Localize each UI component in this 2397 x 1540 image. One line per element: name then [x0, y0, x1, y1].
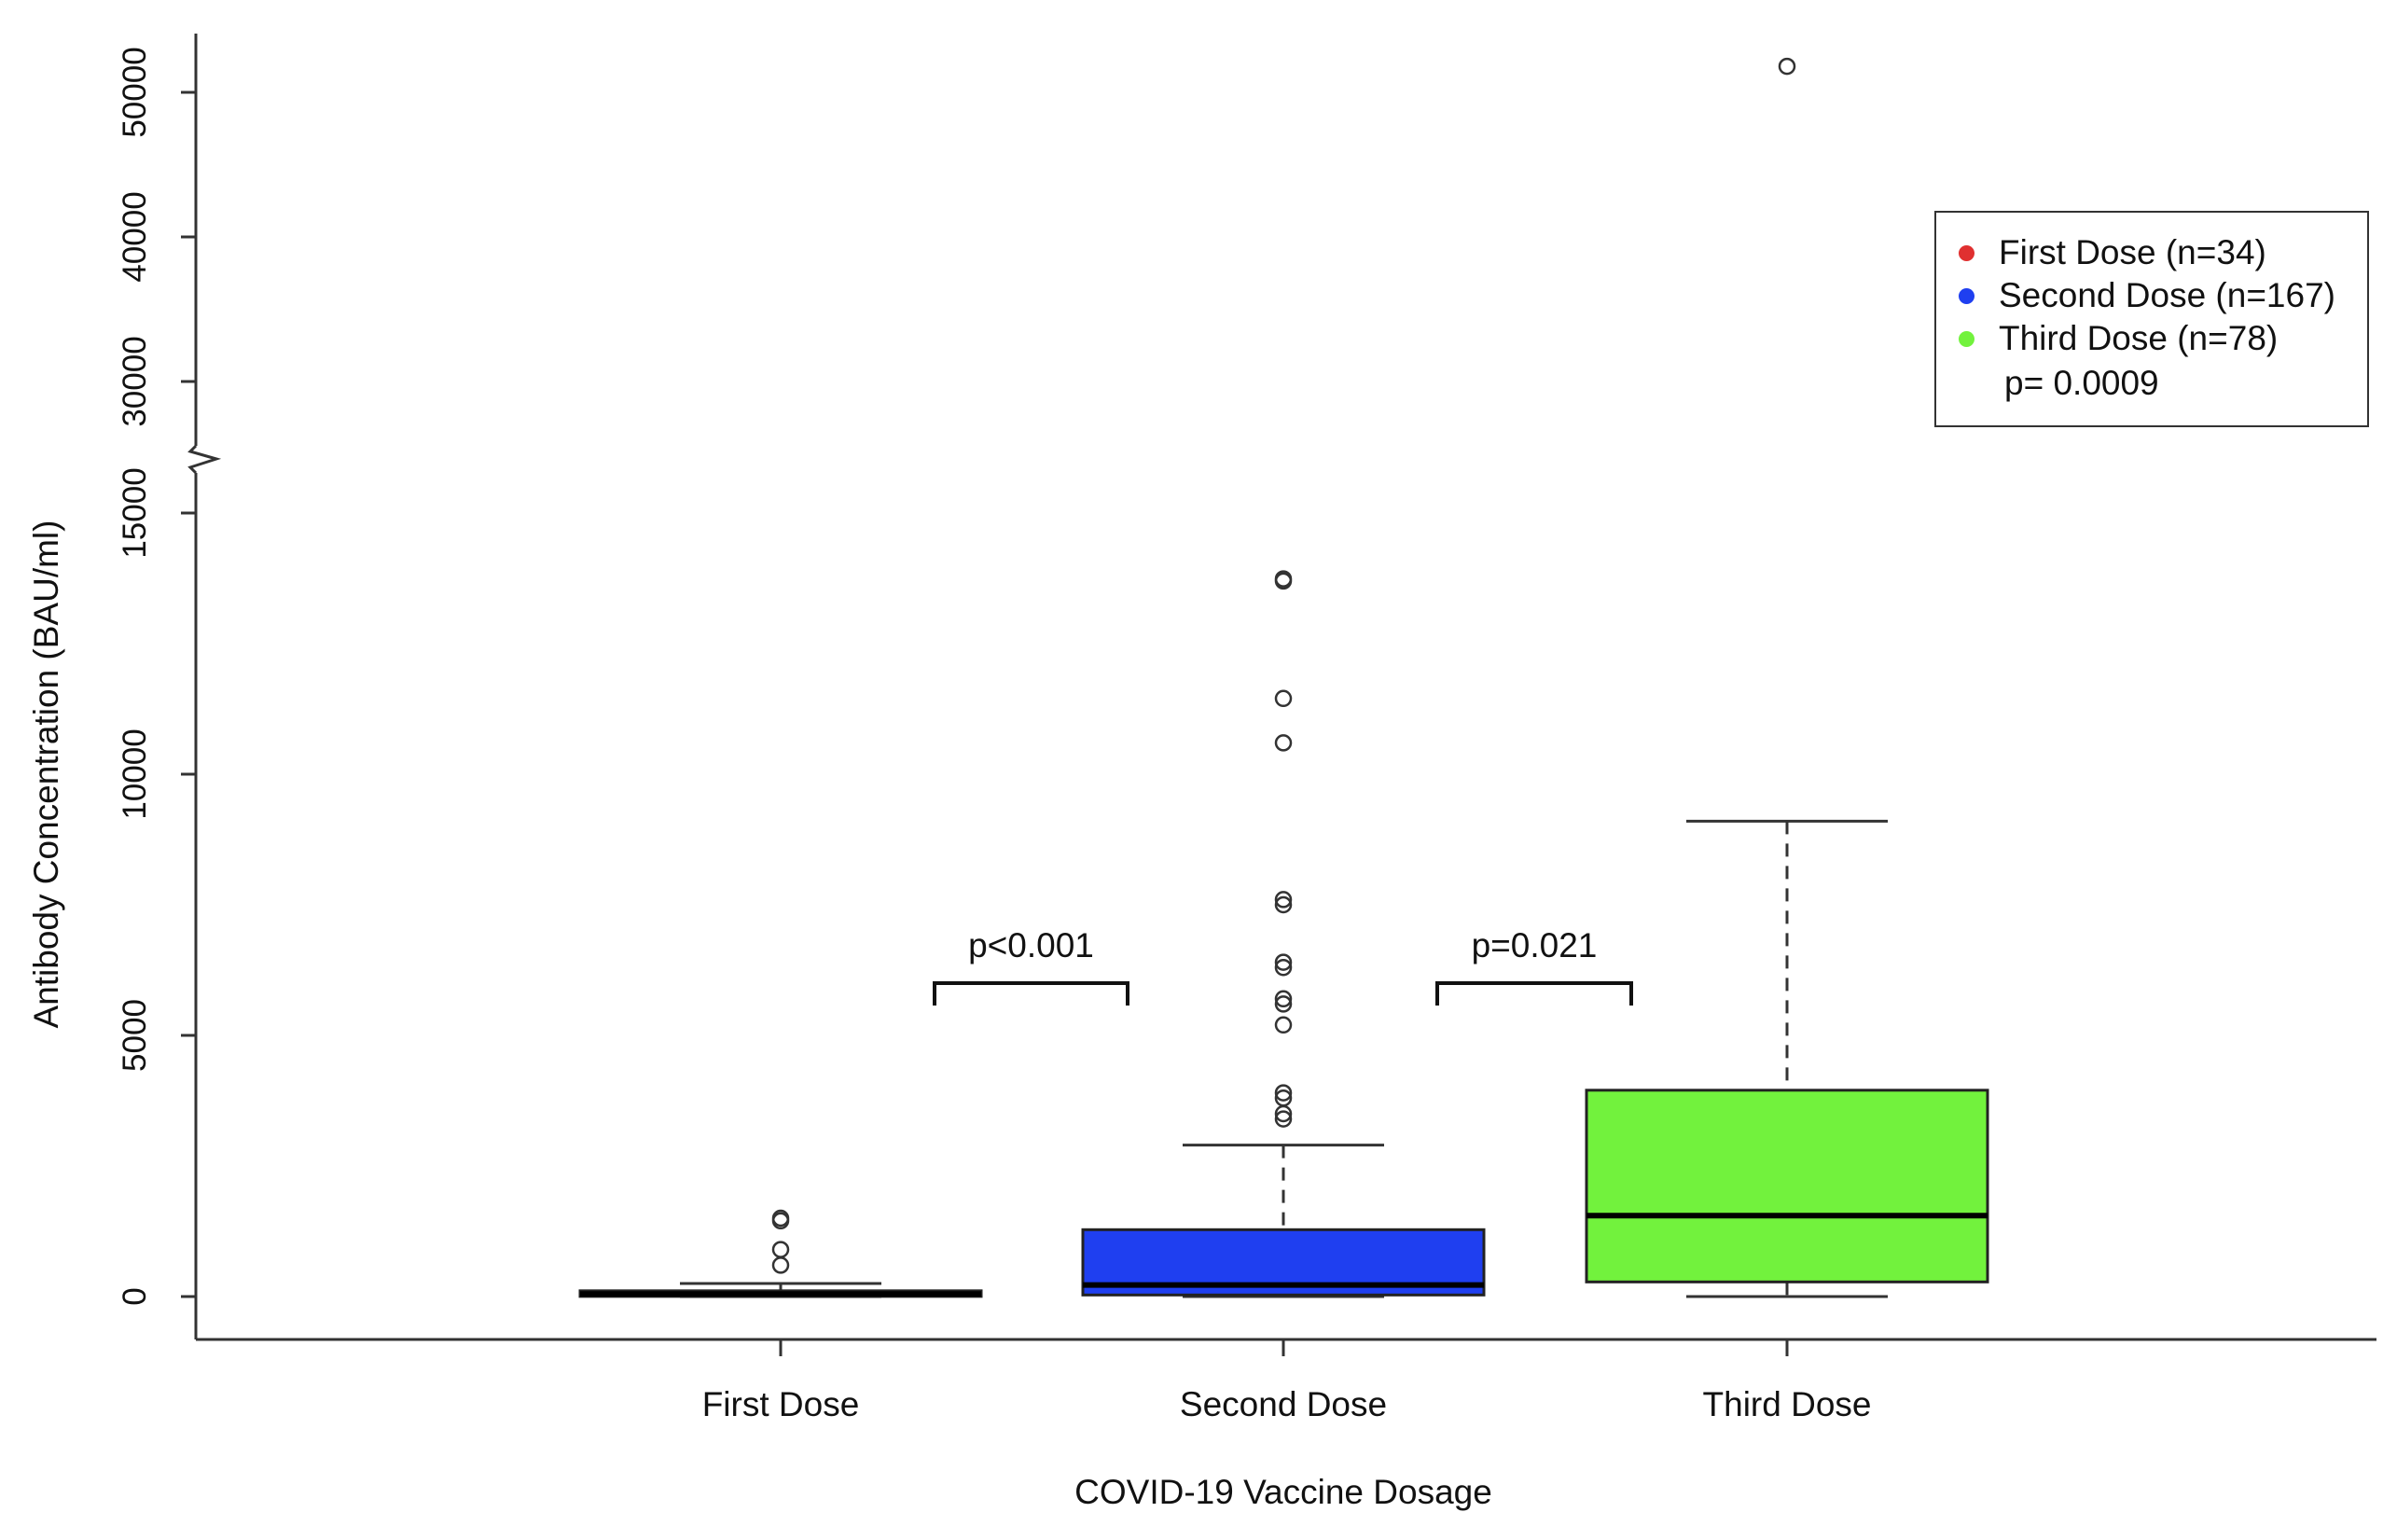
outlier-point [771, 1209, 790, 1228]
x-tick-label: First Dose [702, 1385, 860, 1423]
comparison-bracket: p<0.001 [933, 926, 1129, 1006]
outlier-point [1274, 891, 1293, 909]
legend-label-first-dose: First Dose (n=34) [1999, 233, 2266, 271]
outliers [771, 57, 1796, 1274]
boxes [578, 819, 1989, 1298]
box-1 [578, 1282, 983, 1298]
box-iqr [1585, 1089, 1989, 1283]
outlier-point [1274, 1016, 1293, 1034]
legend-item-second-dose: Second Dose (n=167) [1936, 274, 2335, 317]
outlier-point [1274, 895, 1293, 914]
outlier-point [1778, 57, 1796, 76]
bracket-line [933, 981, 1129, 1006]
legend: First Dose (n=34) Second Dose (n=167) Th… [1934, 211, 2369, 427]
outlier-point [1274, 1084, 1293, 1102]
box-3 [1585, 819, 1989, 1298]
legend-item-third-dose: Third Dose (n=78) [1936, 317, 2278, 360]
x-tick-label: Second Dose [1180, 1385, 1387, 1423]
y-tick-label: 0 [117, 1287, 153, 1305]
axes: 0 5000 10000 15000 30000 40000 50000 First Dose… [117, 34, 2376, 1423]
outlier-point [1274, 990, 1293, 1008]
outlier-point [1274, 958, 1293, 977]
outlier-point [771, 1256, 790, 1274]
outlier-point [1274, 689, 1293, 708]
legend-dot-second-dose [1959, 287, 1974, 304]
outlier-point [771, 1241, 790, 1258]
bracket-line [1435, 981, 1633, 1006]
comparison-p-label: p=0.021 [1472, 926, 1598, 964]
y-tick-label: 50000 [117, 47, 153, 137]
legend-dot-first-dose [1959, 244, 1974, 261]
outlier-point [1274, 953, 1293, 971]
y-tick-label: 40000 [117, 191, 153, 282]
x-tick-label: Third Dose [1703, 1385, 1872, 1423]
y-tick-label: 5000 [117, 999, 153, 1072]
y-tick-label: 10000 [117, 728, 153, 819]
y-axis-break-mark [187, 444, 222, 475]
legend-label-second-dose: Second Dose (n=167) [1999, 276, 2335, 314]
legend-dot-third-dose [1959, 330, 1974, 347]
legend-label-third-dose: Third Dose (n=78) [1999, 319, 2279, 357]
box-2 [1081, 1144, 1486, 1298]
comparison-p-label: p<0.001 [968, 926, 1094, 964]
y-tick-label: 30000 [117, 336, 153, 426]
legend-p-value: p= 0.0009 [2004, 364, 2159, 402]
y-tick-label: 15000 [117, 467, 153, 558]
comparisons: p<0.001 p=0.021 [933, 926, 1633, 1006]
legend-item-first-dose: First Dose (n=34) [1936, 231, 2266, 274]
outlier-point [1274, 1089, 1293, 1107]
outlier-point [1274, 734, 1293, 752]
outlier-point [1274, 1110, 1293, 1128]
y-axis-label: Antibody Concentration (BAU/ml) [27, 520, 65, 1029]
comparison-bracket: p=0.021 [1435, 926, 1633, 1006]
outlier-point [1274, 995, 1293, 1013]
outlier-point [1274, 570, 1293, 588]
x-axis-label: COVID-19 Vaccine Dosage [1074, 1473, 1492, 1511]
